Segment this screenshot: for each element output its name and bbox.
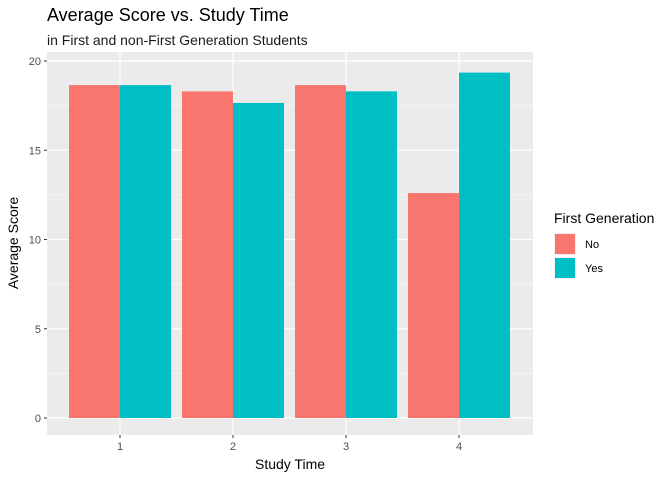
chart-subtitle: in First and non-First Generation Studen… [47, 32, 308, 48]
y-tick-label: 5 [35, 324, 41, 336]
y-tick-label: 10 [29, 235, 41, 247]
y-tick-label: 20 [29, 56, 41, 68]
bar-yes-4 [459, 72, 510, 418]
x-tick-label: 4 [456, 441, 462, 453]
bar-no-1 [69, 85, 120, 418]
legend-label-yes: Yes [585, 263, 603, 275]
legend-label-no: No [585, 239, 599, 251]
bar-no-4 [408, 193, 459, 418]
y-axis-title: Average Score [5, 197, 21, 290]
x-tick-label: 2 [230, 441, 236, 453]
legend-swatch-yes [555, 258, 575, 278]
bar-yes-3 [346, 91, 397, 418]
legend-title: First Generation [554, 210, 654, 226]
legend: First Generation No Yes [554, 210, 654, 279]
bar-no-3 [295, 85, 346, 418]
bar-no-2 [182, 91, 233, 418]
x-axis: 1 2 3 4 [117, 435, 462, 453]
bar-yes-2 [233, 102, 284, 418]
legend-swatch-no [555, 234, 575, 254]
bar-yes-1 [120, 85, 171, 418]
x-tick-label: 3 [343, 441, 349, 453]
y-tick-label: 15 [29, 145, 41, 157]
y-tick-label: 0 [35, 413, 41, 425]
x-axis-title: Study Time [255, 456, 325, 472]
bars [69, 72, 510, 418]
y-axis: 0 5 10 15 20 [29, 56, 47, 425]
chart-title: Average Score vs. Study Time [47, 5, 289, 25]
x-tick-label: 1 [117, 441, 123, 453]
